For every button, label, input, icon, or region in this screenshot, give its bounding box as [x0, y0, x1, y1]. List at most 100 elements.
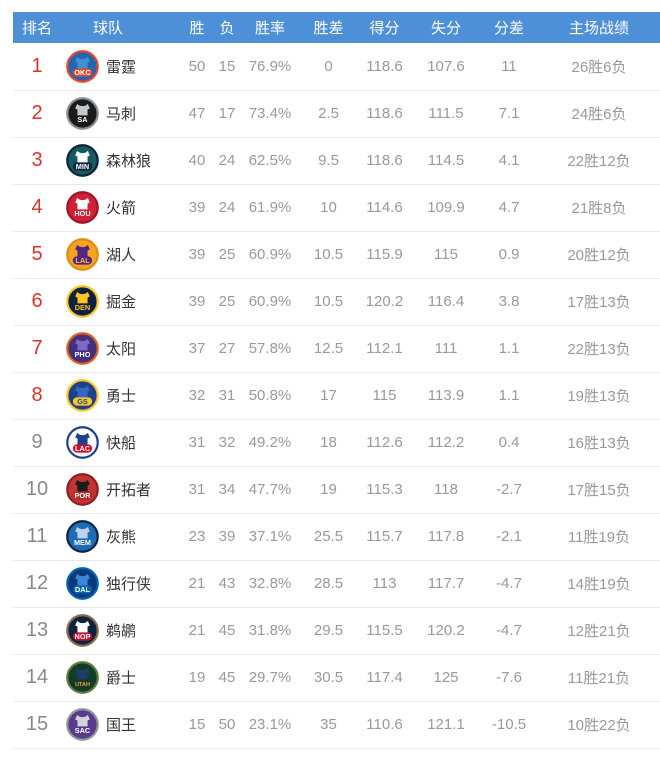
team-row[interactable]: 13 NOP 鹈鹕 21 45 31.8% 29.5 115.5 120.2 -…	[13, 607, 660, 654]
team-logo-icon: MIN	[66, 144, 99, 177]
team-cell[interactable]: HOU 火箭	[61, 184, 180, 231]
losses-cell: 31	[218, 387, 236, 404]
team-cell[interactable]: DAL 独行侠	[61, 560, 180, 607]
win-pct-cell: 60.9%	[248, 246, 292, 263]
points-against-cell: 118	[434, 481, 458, 498]
team-name[interactable]: 马刺	[106, 106, 137, 123]
team-cell[interactable]: SA 马刺	[61, 90, 180, 137]
svg-text:LAC: LAC	[75, 444, 91, 453]
team-row[interactable]: 9 LAC 快船 31 32 49.2% 18 112.6 112.2 0.4 …	[13, 419, 660, 466]
wins-cell: 37	[188, 340, 206, 357]
team-cell[interactable]: LAC 快船	[61, 419, 180, 466]
team-name[interactable]: 勇士	[106, 388, 137, 405]
win-pct-cell: 57.8%	[248, 340, 292, 357]
team-row[interactable]: 11 MEM 灰熊 23 39 37.1% 25.5 115.7 117.8 -…	[13, 513, 660, 560]
team-cell[interactable]: POR 开拓者	[61, 466, 180, 513]
point-diff-cell: 11	[501, 57, 517, 75]
win-pct-cell: 73.4%	[248, 105, 292, 122]
home-record-cell: 11胜21负	[567, 670, 631, 687]
rank-cell: 7	[31, 337, 43, 359]
games-behind-cell: 18	[320, 434, 337, 451]
team-row[interactable]: 12 DAL 独行侠 21 43 32.8% 28.5 113 117.7 -4…	[13, 560, 660, 607]
team-row[interactable]: 4 HOU 火箭 39 24 61.9% 10 114.6 109.9 4.7 …	[13, 184, 660, 231]
team-logo-icon: LAC	[66, 426, 99, 459]
team-cell[interactable]: UTAH 爵士	[61, 654, 180, 701]
games-behind-cell: 17	[320, 387, 337, 404]
points-against-cell: 113.9	[427, 387, 465, 404]
team-row[interactable]: 3 MIN 森林狼 40 24 62.5% 9.5 118.6 114.5 4.…	[13, 137, 660, 184]
home-record-cell: 22胜12负	[567, 153, 631, 170]
team-row[interactable]: 15 SAC 国王 15 50 23.1% 35 110.6 121.1 -10…	[13, 701, 660, 748]
points-for-cell: 113	[372, 575, 397, 592]
win-pct-cell: 37.1%	[248, 528, 292, 545]
losses-cell: 50	[218, 716, 236, 733]
team-name[interactable]: 独行侠	[106, 576, 152, 593]
games-behind-cell: 0	[324, 57, 333, 75]
losses-cell: 15	[218, 57, 236, 75]
team-name[interactable]: 快船	[106, 435, 137, 452]
rank-cell: 2	[31, 102, 43, 124]
col-header-points-against: 失分	[430, 20, 461, 37]
games-behind-cell: 19	[320, 481, 337, 498]
points-against-cell: 111	[434, 340, 458, 357]
team-cell[interactable]: MEM 灰熊	[61, 513, 180, 560]
wins-cell: 39	[188, 293, 206, 310]
team-name[interactable]: 鹈鹕	[106, 623, 137, 640]
team-cell[interactable]: MIN 森林狼	[61, 137, 180, 184]
team-name[interactable]: 开拓者	[106, 482, 152, 499]
team-logo-icon: MEM	[66, 520, 99, 553]
team-cell[interactable]: LAL 湖人	[61, 231, 180, 278]
points-for-cell: 120.2	[365, 293, 404, 310]
points-against-cell: 115	[434, 246, 458, 263]
team-row[interactable]: 14 UTAH 爵士 19 45 29.7% 30.5 117.4 125 -7…	[13, 654, 660, 701]
team-cell[interactable]: NOP 鹈鹕	[61, 607, 180, 654]
team-row[interactable]: 7 PHO 太阳 37 27 57.8% 12.5 112.1 111 1.1 …	[13, 325, 660, 372]
point-diff-cell: -2.7	[496, 481, 522, 498]
team-name[interactable]: 太阳	[106, 341, 137, 358]
svg-text:DAL: DAL	[75, 585, 91, 594]
svg-text:GS: GS	[77, 397, 88, 406]
losses-cell: 32	[218, 434, 236, 451]
team-cell[interactable]: GS 勇士	[61, 372, 180, 419]
losses-cell: 43	[218, 575, 236, 592]
team-name[interactable]: 雷霆	[106, 58, 137, 76]
points-for-cell: 112.6	[366, 434, 403, 451]
team-row[interactable]: 8 GS 勇士 32 31 50.8% 17 115 113.9 1.1 19胜…	[13, 372, 660, 419]
team-row[interactable]: 1 OKC 雷霆 50 15 76.9% 0 118.6 107.6 11 26…	[13, 43, 660, 90]
losses-cell: 17	[218, 105, 236, 122]
team-row[interactable]: 10 POR 开拓者 31 34 47.7% 19 115.3 118 -2.7…	[13, 466, 660, 513]
team-row[interactable]: 5 LAL 湖人 39 25 60.9% 10.5 115.9 115 0.9 …	[13, 231, 660, 278]
points-against-cell: 112.2	[427, 434, 465, 451]
wins-cell: 47	[188, 105, 206, 122]
wins-cell: 19	[188, 669, 206, 686]
rank-cell: 13	[25, 619, 49, 641]
home-record-cell: 17胜15负	[567, 482, 631, 499]
team-name[interactable]: 掘金	[106, 294, 137, 311]
team-row[interactable]: 2 SA 马刺 47 17 73.4% 2.5 118.6 111.5 7.1 …	[13, 90, 660, 137]
team-cell[interactable]: DEN 掘金	[61, 278, 180, 325]
team-logo-icon: DEN	[66, 285, 99, 318]
svg-text:MEM: MEM	[74, 538, 91, 547]
table-header-row: 排名 球队 胜 负 胜率 胜差 得分 失分 分差 主场战绩	[13, 12, 660, 43]
win-pct-cell: 50.8%	[248, 387, 292, 404]
svg-text:UTAH: UTAH	[75, 682, 90, 688]
games-behind-cell: 2.5	[318, 105, 339, 122]
team-name[interactable]: 湖人	[106, 247, 137, 264]
win-pct-cell: 47.7%	[248, 481, 292, 498]
team-cell[interactable]: PHO 太阳	[61, 325, 180, 372]
team-name[interactable]: 火箭	[106, 200, 137, 217]
col-header-home-record: 主场战绩	[568, 20, 629, 37]
games-behind-cell: 30.5	[313, 669, 344, 686]
team-name[interactable]: 灰熊	[106, 529, 137, 546]
points-for-cell: 118.6	[366, 152, 403, 169]
point-diff-cell: -10.5	[491, 716, 527, 733]
team-cell[interactable]: OKC 雷霆	[61, 43, 180, 90]
team-logo-icon: LAL	[66, 238, 99, 271]
team-cell[interactable]: SAC 国王	[61, 701, 180, 748]
team-name[interactable]: 森林狼	[106, 153, 152, 170]
team-name[interactable]: 爵士	[106, 670, 137, 687]
wins-cell: 23	[188, 528, 206, 545]
point-diff-cell: 3.8	[498, 293, 520, 310]
team-row[interactable]: 6 DEN 掘金 39 25 60.9% 10.5 120.2 116.4 3.…	[13, 278, 660, 325]
team-name[interactable]: 国王	[106, 717, 137, 734]
